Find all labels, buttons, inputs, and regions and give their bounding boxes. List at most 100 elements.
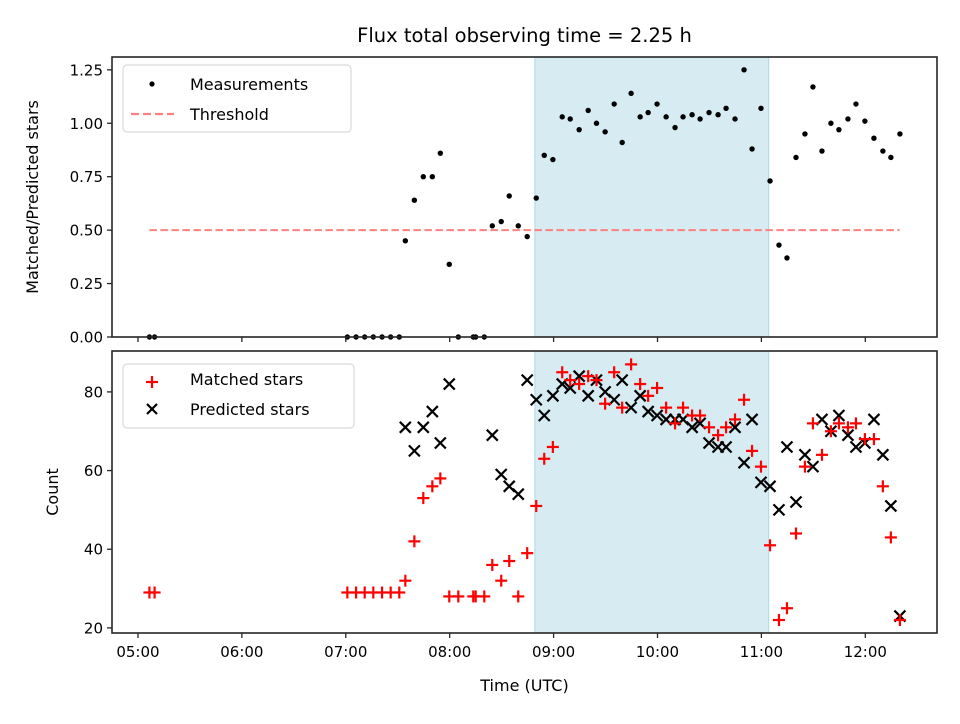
matched-star-marker [434, 472, 447, 485]
measurement-point [680, 114, 686, 120]
predicted-star-marker-b [417, 421, 430, 434]
measurement-point [723, 105, 729, 111]
measurement-point [402, 238, 409, 244]
matched-star-marker [399, 574, 412, 587]
predicted-star-marker [624, 401, 638, 414]
matched-star-marker [582, 370, 595, 383]
x-tick-label: 09:00 [532, 643, 575, 661]
measurement-point [767, 178, 773, 184]
predicted-star-marker [434, 436, 447, 450]
ratio-legend-box [122, 64, 352, 133]
matched-star-marker [608, 366, 621, 379]
matched-star-marker [841, 421, 854, 434]
measurement-point [585, 107, 591, 114]
y-tick-label: 80 [84, 383, 103, 401]
matched-star-marker [876, 480, 889, 493]
measurement-point [645, 109, 651, 116]
predicted-star-marker [763, 480, 777, 493]
predicted-star-marker [615, 373, 629, 387]
y-tick-label: 1.25 [70, 61, 103, 79]
measurement-point [611, 101, 617, 107]
x-tick-label: 12:00 [844, 643, 887, 661]
ratio-observing-span-layer [534, 56, 770, 338]
measurement-point [446, 261, 452, 268]
predicted-star-marker-b [685, 421, 699, 434]
predicted-star-marker-b [693, 417, 707, 430]
matched-star-marker [495, 574, 508, 587]
predicted-star-marker [780, 440, 794, 454]
measurement-point [524, 233, 530, 240]
predicted-star-marker [789, 495, 803, 509]
measurement-point [602, 129, 608, 135]
matched-star-marker [512, 590, 525, 603]
measurement-point [749, 146, 755, 152]
matched-star-marker [417, 492, 430, 505]
predicted-star-marker-b [520, 373, 534, 387]
predicted-star-marker-b [529, 393, 543, 407]
ratio-y-ticks: 0.00 0.25 0.50 0.75 1.00 1.25 [70, 61, 112, 347]
matched-star-marker [538, 452, 551, 465]
predicted-star-marker [408, 444, 421, 458]
measurement-point [784, 255, 790, 261]
predicted-star-marker-b [659, 413, 673, 426]
predicted-star-marker-b [442, 377, 456, 391]
predicted-star-marker [806, 460, 820, 473]
matched-star-marker [452, 590, 465, 603]
measurement-point [567, 116, 573, 122]
ratio-x-ticks [137, 337, 866, 342]
matched-star-marker [729, 413, 742, 426]
predicted-star-marker [728, 421, 742, 434]
y-tick-label: 0.75 [70, 168, 103, 186]
matched-star-marker [712, 429, 725, 442]
measurement-point [429, 173, 436, 180]
predicted-star-marker-b [841, 428, 855, 442]
legend-matched-marker [146, 376, 158, 388]
measurement-point [420, 173, 426, 180]
legend-measurements-marker [149, 81, 155, 87]
predicted-star-marker-b [849, 440, 863, 454]
matched-star-marker [634, 378, 647, 391]
measurement-point [741, 67, 747, 73]
y-tick-label: 40 [84, 541, 103, 559]
matched-star-marker [694, 409, 707, 422]
y-tick-label: 60 [84, 462, 103, 480]
matched-star-marker [564, 374, 577, 387]
x-tick-label: 11:00 [740, 643, 783, 661]
measurement-point [819, 148, 825, 154]
chart-title: Flux total observing time = 2.25 h [357, 24, 692, 47]
predicted-star-marker-b [434, 436, 447, 450]
predicted-star-marker [417, 421, 430, 434]
count-axes: 05:00 06:00 07:00 08:00 09:00 10:00 11:00 12:00… [43, 350, 938, 695]
measurement-point [776, 242, 782, 248]
predicted-star-marker-b [624, 401, 638, 414]
measurement-point [533, 195, 539, 201]
measurement-point [828, 120, 834, 126]
observing-window-span [534, 56, 770, 338]
matched-star-marker [815, 448, 828, 461]
matched-star-marker [625, 358, 638, 371]
matched-star-marker [426, 480, 439, 493]
predicted-star-marker [754, 476, 768, 489]
legend-matched-label: Matched stars [190, 370, 303, 389]
measurement-point [836, 126, 842, 133]
predicted-star-marker [494, 468, 508, 481]
matched-star-marker [642, 389, 655, 402]
predicted-star-marker [772, 503, 786, 517]
matched-star-marker [573, 378, 586, 391]
x-tick-label: 05:00 [116, 643, 159, 661]
measurement-point [758, 105, 764, 111]
y-tick-label: 0.50 [70, 222, 103, 240]
matched-star-marker [720, 421, 733, 434]
predicted-star-marker [702, 436, 716, 450]
y-tick-label: 1.00 [70, 115, 103, 133]
measurement-point [880, 148, 886, 154]
matched-star-marker [408, 535, 421, 548]
legend-predicted-label: Predicted stars [190, 400, 310, 419]
measurement-point [515, 223, 521, 229]
predicted-star-marker-b [494, 468, 508, 481]
predicted-star-marker [399, 421, 412, 434]
matched-star-marker [780, 602, 793, 615]
predicted-star-marker-b [876, 448, 890, 462]
predicted-star-marker [841, 428, 855, 442]
matched-star-marker [884, 531, 897, 544]
